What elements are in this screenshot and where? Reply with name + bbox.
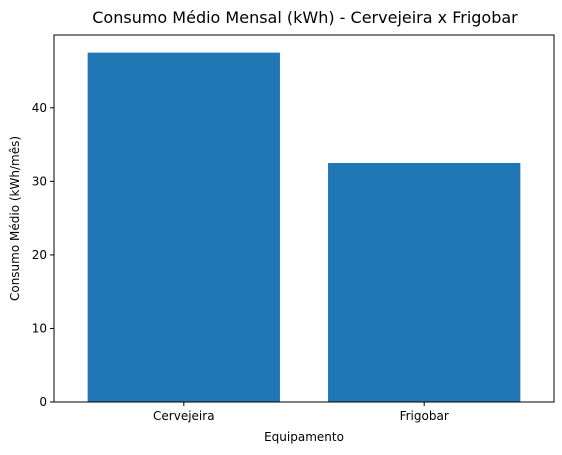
bar-cervejeira bbox=[87, 52, 280, 402]
y-tick-label: 30 bbox=[32, 174, 47, 188]
x-axis-label: Equipamento bbox=[264, 430, 344, 444]
x-tick-label: Cervejeira bbox=[153, 409, 215, 423]
y-tick-label: 10 bbox=[32, 321, 47, 335]
plot-frame bbox=[53, 34, 555, 403]
x-axis-ticks: Cervejeira Frigobar bbox=[153, 402, 449, 423]
chart-title: Consumo Médio Mensal (kWh) - Cervejeira … bbox=[92, 8, 518, 27]
bar-frigobar bbox=[328, 162, 521, 402]
y-tick-label: 40 bbox=[32, 101, 47, 115]
y-axis-label: Consumo Médio (kWh/mês) bbox=[8, 136, 22, 301]
y-tick-label: 20 bbox=[32, 248, 47, 262]
y-axis-ticks: 0 10 20 30 40 bbox=[32, 101, 54, 409]
bars-group bbox=[87, 52, 521, 402]
x-tick-label: Frigobar bbox=[400, 409, 449, 423]
y-tick-label: 0 bbox=[39, 395, 47, 409]
